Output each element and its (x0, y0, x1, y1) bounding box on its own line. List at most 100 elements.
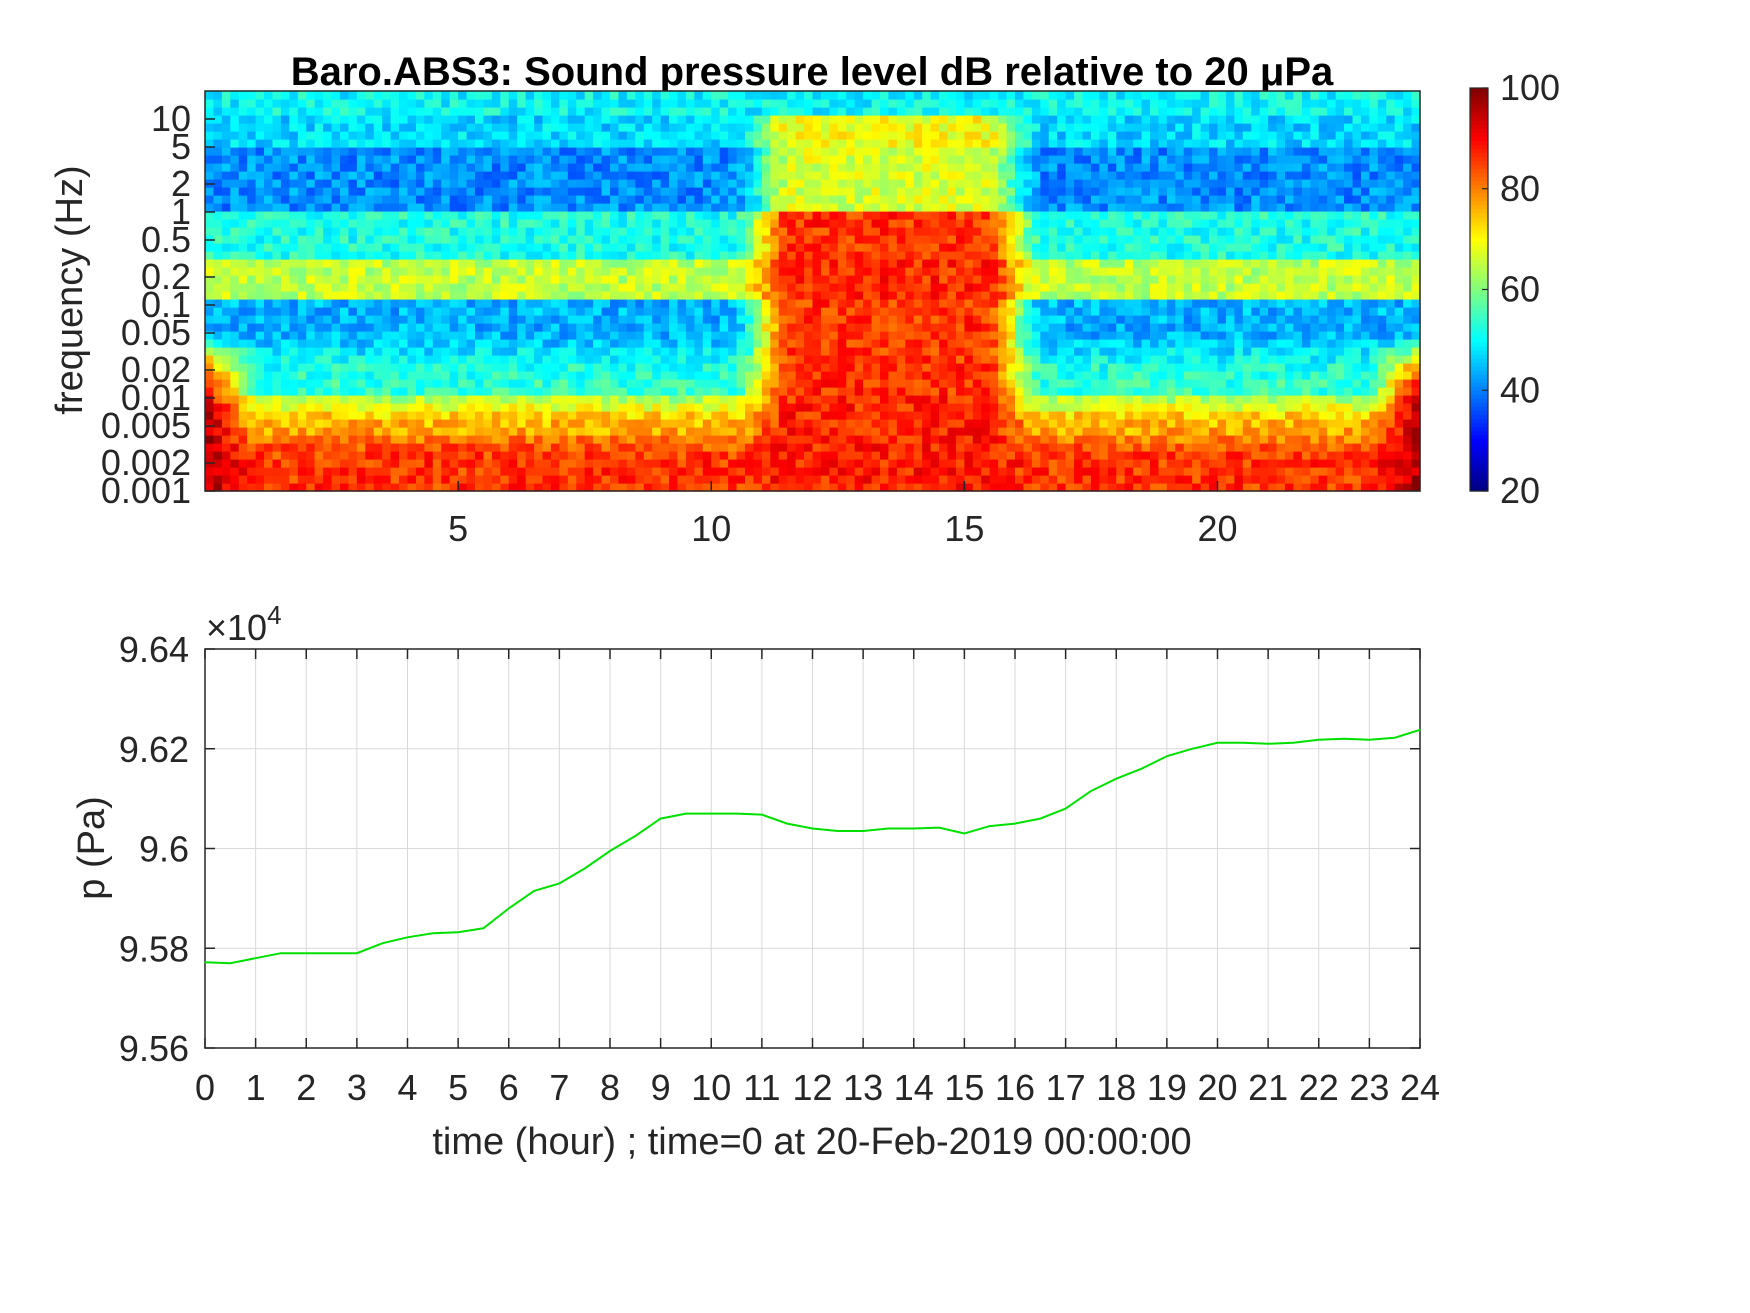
spectrogram-cell (356, 163, 366, 172)
spectrogram-cell (947, 475, 957, 484)
spectrogram-cell (508, 371, 518, 380)
spectrogram-cell (778, 219, 788, 228)
spectrogram-cell (390, 371, 400, 380)
spectrogram-cell (939, 299, 949, 308)
spectrogram-cell (837, 419, 847, 428)
spectrogram-cell (441, 123, 451, 132)
spectrogram-cell (643, 147, 653, 156)
spectrogram-cell (255, 355, 265, 364)
spectrogram-cell (272, 259, 282, 268)
spectrogram-cell (382, 171, 392, 180)
spectrogram-cell (787, 315, 797, 324)
spectrogram-cell (500, 411, 510, 420)
spectrogram-cell (593, 331, 603, 340)
spectrogram-cell (871, 243, 881, 252)
spectrogram-cell (264, 227, 274, 236)
spectrogram-cell (1006, 323, 1016, 332)
spectrogram-cell (837, 451, 847, 460)
spectrogram-cell (964, 91, 974, 100)
spectrogram-cell (770, 131, 780, 140)
spectrogram-cell (905, 171, 915, 180)
spectrogram-cell (213, 387, 223, 396)
spectrogram-cell (323, 403, 333, 412)
spectrogram-cell (871, 283, 881, 292)
spectrogram-cell (314, 147, 324, 156)
spectrogram-cell (280, 299, 290, 308)
spectrogram-cell (972, 203, 982, 212)
spectrogram-cell (297, 195, 307, 204)
spectrogram-cell (415, 427, 425, 436)
spectrogram-cell (517, 459, 527, 468)
spectrogram-cell (601, 307, 611, 316)
spectrogram-cell (255, 379, 265, 388)
spectrogram-cell (340, 131, 350, 140)
spectrogram-cell (221, 459, 231, 468)
spectrogram-cell (947, 411, 957, 420)
spectrogram-cell (939, 387, 949, 396)
spectrogram-cell (407, 187, 417, 196)
spectrogram-cell (652, 275, 662, 284)
spectrogram-cell (922, 411, 932, 420)
spectrogram-cell (955, 275, 965, 284)
spectrogram-cell (846, 267, 856, 276)
spectrogram-cell (795, 235, 805, 244)
spectrogram-cell (323, 163, 333, 172)
spectrogram-cell (424, 107, 434, 116)
spectrogram-cell (947, 283, 957, 292)
spectrogram-cell (550, 283, 560, 292)
spectrogram-cell (964, 443, 974, 452)
spectrogram-cell (289, 219, 299, 228)
spectrogram-cell (1023, 195, 1033, 204)
spectrogram-cell (753, 419, 763, 428)
spectrogram-cell (264, 275, 274, 284)
spectrogram-cell (972, 451, 982, 460)
spectrogram-cell (947, 379, 957, 388)
spectrogram-cell (660, 235, 670, 244)
spectrogram-cell (205, 139, 215, 148)
spectrogram-cell (947, 395, 957, 404)
spectrogram-cell (896, 243, 906, 252)
spectrogram-cell (939, 171, 949, 180)
spectrogram-cell (508, 283, 518, 292)
spectrogram-cell (981, 427, 991, 436)
spectrogram-cell (888, 475, 898, 484)
spectrogram-cell (778, 411, 788, 420)
spectrogram-cell (820, 155, 830, 164)
spectrogram-cell (230, 403, 240, 412)
spectrogram-cell (559, 211, 569, 220)
spectrogram-cell (728, 371, 738, 380)
spectrogram-cell (660, 307, 670, 316)
spectrogram-cell (618, 403, 628, 412)
spectrogram-cell (424, 259, 434, 268)
spectrogram-cell (643, 411, 653, 420)
spectrogram-cell (930, 243, 940, 252)
spectrogram-cell (441, 459, 451, 468)
spectrogram-cell (896, 347, 906, 356)
spectrogram-cell (1006, 475, 1016, 484)
spectrogram-cell (795, 227, 805, 236)
spectrogram-cell (213, 187, 223, 196)
spectrogram-cell (998, 283, 1008, 292)
spectrogram-cell (1031, 307, 1041, 316)
spectrogram-cell (390, 139, 400, 148)
spectrogram-cell (846, 195, 856, 204)
spectrogram-cell (593, 179, 603, 188)
spectrogram-cell (525, 283, 535, 292)
spectrogram-cell (432, 123, 442, 132)
spectrogram-cell (989, 411, 999, 420)
spectrogram-cell (399, 203, 409, 212)
spectrogram-cell (846, 243, 856, 252)
spectrogram-cell (390, 123, 400, 132)
spectrogram-cell (213, 395, 223, 404)
spectrogram-cell (297, 275, 307, 284)
spectrogram-cell (913, 411, 923, 420)
spectrogram-cell (323, 363, 333, 372)
spectrogram-cell (306, 307, 316, 316)
spectrogram-cell (736, 219, 746, 228)
spectrogram-cell (804, 243, 814, 252)
spectrogram-cell (939, 179, 949, 188)
spectrogram-cell (550, 155, 560, 164)
spectrogram-cell (711, 107, 721, 116)
spectrogram-cell (508, 163, 518, 172)
spectrogram-cell (466, 203, 476, 212)
